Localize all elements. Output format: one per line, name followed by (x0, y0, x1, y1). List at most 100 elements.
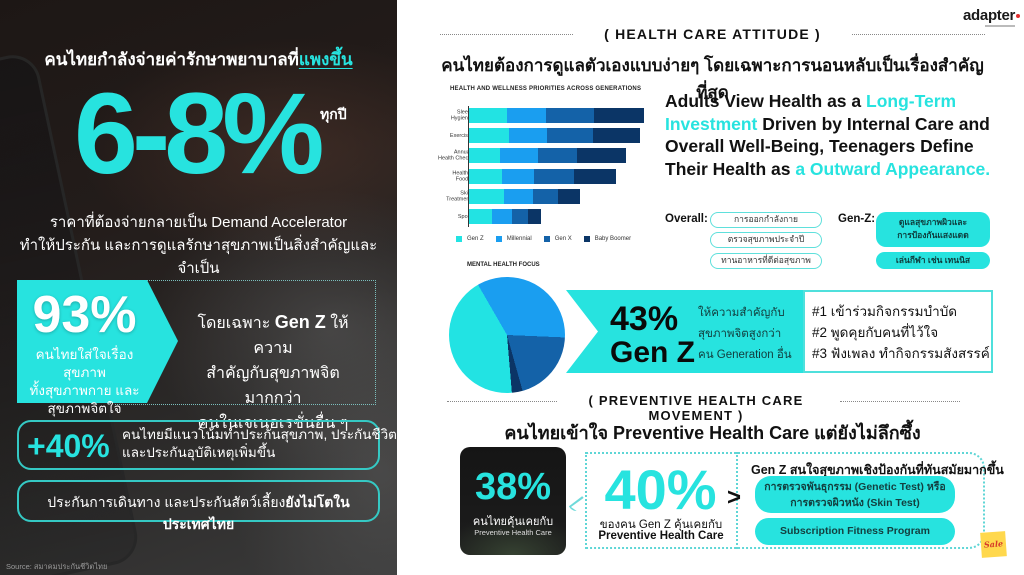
bar-track (469, 189, 580, 204)
bar-track (469, 148, 626, 163)
callout-pointer-fill (571, 497, 585, 517)
bar-row: Sport (410, 209, 660, 224)
text-line: คนไทยมีแนวโน้มทำประกันสุขภาพ, ประกันชีวิ… (122, 427, 397, 442)
insurance-note-text: ประกันการเดินทาง และประกันสัตว์เลี้ยงยัง… (17, 492, 380, 536)
bar-segment (593, 128, 640, 143)
caption-line: สุขภาพจิตใจ (47, 401, 122, 416)
legend-label: Gen X (554, 236, 572, 242)
description-line: ราคาที่ต้องจ่ายกลายเป็น Demand Accelerat… (49, 214, 348, 231)
ranked-item: #2 พูดคุยกับคนที่ไว้ใจ (812, 325, 939, 340)
ranked-activities-list: #1 เข้าร่วมกิจกรรมบำบัด #2 พูดคุยกับคนที… (812, 301, 990, 364)
section-label-attitude: ( HEALTH CARE ATTITUDE ) (604, 26, 821, 42)
bar-category-label: Sleep Hygiene (450, 109, 471, 122)
adults-vs-teens-statement: Adults View Health as a Long-Term Invest… (665, 90, 1010, 180)
callout-divider (736, 452, 738, 549)
chevron-right-icon: > (727, 484, 742, 511)
genz-43-value: 43% (610, 300, 679, 338)
bar-segment (534, 169, 574, 184)
stat-40-value: +40% (27, 428, 110, 464)
bar-segment (547, 128, 593, 143)
left-headline: คนไทยกำลังจ่ายค่ารักษาพยาบาลที่แพงขึ้น (0, 46, 397, 73)
big-stat-suffix: ทุกปี (320, 106, 347, 122)
legend-label: Millennial (506, 236, 532, 242)
pill-line: ดูแลสุขภาพผิวและ (898, 217, 968, 227)
detail-prefix: โดยเฉพาะ (197, 315, 275, 332)
genz-pill: ดูแลสุขภาพผิวและ การป้องกันแสงแดด (876, 212, 990, 247)
description-line: ทำให้ประกัน และการดูแลรักษาสุขภาพเป็นสิ่… (19, 237, 378, 277)
desc-line: ให้ความสำคัญกับ (698, 307, 785, 319)
stat-38-caption: Preventive Health Care (474, 528, 552, 537)
bar-track (469, 169, 616, 184)
attitude-headline: คนไทยต้องการดูแลตัวเองแบบง่ายๆ โดยเฉพาะก… (441, 56, 984, 102)
pie-chart-title: MENTAL HEALTH FOCUS (467, 262, 540, 268)
bar-segment (558, 189, 580, 204)
stat-40-card (17, 420, 380, 470)
stat-40-genz-value: 40% (604, 458, 717, 521)
bar-segment (469, 209, 492, 224)
ranked-item: #1 เข้าร่วมกิจกรรมบำบัด (812, 304, 958, 319)
genz-preventive-pill: Subscription Fitness Program (755, 518, 955, 545)
bar-segment (469, 128, 509, 143)
bar-row: Skin Treatment (410, 189, 660, 204)
pill-line: การป้องกันแสงแดด (897, 230, 969, 240)
statement-highlight: Long-Term Investment (665, 91, 957, 134)
genz-43-description: ให้ความสำคัญกับ สุขภาพจิตสูงกว่า คน Gene… (698, 303, 792, 366)
detail-line: คนในเจเนอเรชั่นอื่น ๆ (197, 415, 349, 432)
bar-track (469, 128, 640, 143)
stat-38-value: 38% (474, 466, 552, 508)
logo-dot-icon (1016, 14, 1021, 18)
bar-track (469, 209, 541, 224)
bar-segment (469, 189, 504, 204)
insurance-note-normal: ประกันการเดินทาง และประกันสัตว์เลี้ยง (47, 494, 286, 510)
bar-chart-legend: Gen Z Millennial Gen X Baby Boomer (456, 236, 631, 242)
ranked-item: #3 ฟังเพลง ทำกิจกรรมสังสรรค์ (812, 346, 990, 361)
bar-segment (528, 209, 541, 224)
stat-93-value: 93% (32, 286, 137, 344)
caption-line: คนไทยใส่ใจเรื่องสุขภาพ (35, 347, 134, 380)
divider-dotted (447, 401, 557, 402)
bar-chart-title: HEALTH AND WELLNESS PRIORITIES ACROSS GE… (450, 86, 642, 92)
source-note: Source: สมาคมประกันชีวิตไทย (6, 562, 108, 571)
left-panel: คนไทยกำลังจ่ายค่ารักษาพยาบาลที่แพงขึ้น 6… (0, 0, 397, 575)
mental-health-pie-chart (449, 277, 565, 393)
insurance-note-card (17, 480, 380, 522)
legend-item: Baby Boomer (583, 236, 631, 242)
bar-segment (533, 189, 558, 204)
bar-category-label: Skin Treatment (446, 190, 471, 203)
divider-dotted (840, 401, 960, 402)
stacked-bar-chart: Sleep Hygiene Exercise Annual Health Check… (410, 106, 660, 227)
headline-highlight: แพงขึ้น (298, 50, 353, 69)
statement-text: Adults View Health as a (665, 91, 866, 111)
genz-pill: เล่นกีฬา เช่น เทนนิส (876, 252, 990, 269)
bar-row: Exercise (410, 128, 660, 143)
detail-suffix: ให้ความ (253, 315, 349, 357)
overall-pill: การออกกำลังกาย (710, 212, 822, 228)
legend-item: Gen X (543, 236, 572, 242)
detail-line: โดยเฉพาะ Gen Z ให้ความ (178, 310, 368, 361)
stat-40-genz-caption: ของคน Gen Z คุ้นเคยกับ (599, 519, 723, 531)
bar-segment (577, 148, 626, 163)
preventive-headline: คนไทยเข้าใจ Preventive Health Care แต่ยั… (504, 423, 921, 443)
bar-chart-axis (468, 106, 469, 227)
overall-pill: ตรวจสุขภาพประจำปี (710, 232, 822, 248)
pill-line: การตรวจพันธุกรรม (Genetic Test) หรือ (764, 481, 946, 493)
genz-43-banner (566, 290, 804, 373)
statement-highlight: a Outward Appearance. (795, 158, 991, 179)
legend-swatch-icon (543, 236, 550, 242)
genz-43-list-box (803, 290, 993, 373)
stat-38-caption: คนไทยคุ้นเคยกับ (472, 516, 554, 528)
legend-swatch-icon (583, 236, 590, 242)
bar-segment (504, 189, 533, 204)
detail-line: สำคัญกับสุขภาพจิตมากกว่า (206, 365, 340, 407)
bar-category-label: Exercise (449, 132, 471, 139)
statement-text: Driven by Internal Care and Overall Well… (665, 113, 990, 179)
bar-segment (469, 108, 507, 123)
bar-segment (492, 209, 512, 224)
stat-40-text: คนไทยมีแนวโน้มทำประกันสุขภาพ, ประกันชีวิ… (122, 426, 397, 462)
desc-line: คน Generation อื่น (698, 349, 792, 361)
bar-segment (512, 209, 528, 224)
bar-segment (538, 148, 577, 163)
bar-segment (507, 108, 546, 123)
bar-segment (594, 108, 644, 123)
bar-row: Healthy Foods (410, 169, 660, 184)
